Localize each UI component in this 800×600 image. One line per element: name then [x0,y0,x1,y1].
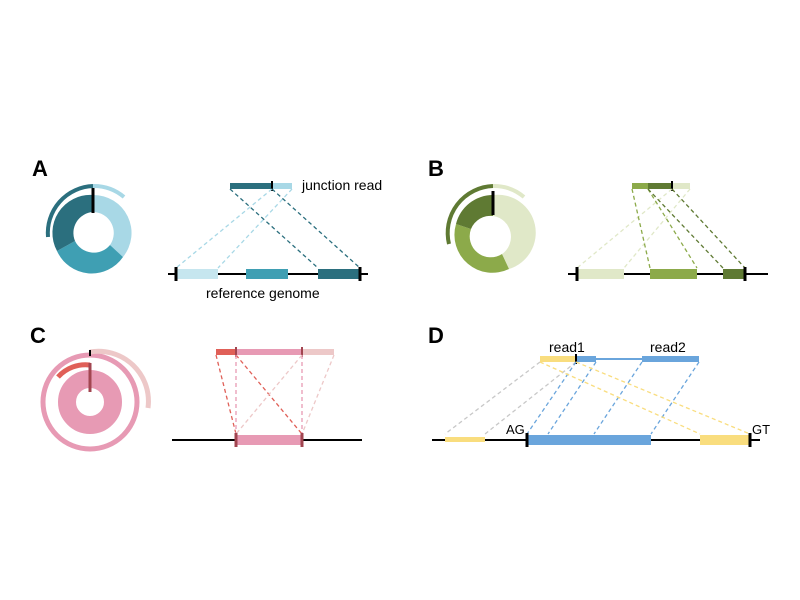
panel-b-outer-arc-light [492,183,526,199]
panel-d-letter: D [428,323,444,348]
panel-a-mapping-lines [175,188,361,269]
panel-b-read-seg-2 [648,183,672,189]
panel-c-mapping-lines [215,354,335,435]
panel-d-read1-blue [576,356,596,362]
panel-a-outer-arc-dark [45,184,94,238]
panel-b: B [428,156,768,281]
panel-a-junction-label: junction read [301,177,382,193]
panel-b-donut-seg-mid [454,224,509,273]
panel-b-exon-2 [650,269,697,279]
panel-d-mapping-lines [444,361,751,435]
panel-c-circrna [40,348,151,452]
panel-a-donut-seg-light [93,194,132,257]
panel-b-donut-seg-dark [456,194,493,229]
panel-d: D read1 read2 AG GT [428,323,770,447]
panel-a-donut-seg-mid [57,241,123,274]
panel-c-exon [236,435,302,445]
panel-a-exon-3 [318,269,360,279]
panel-a-exon-2 [246,269,288,279]
panel-c-read-seg-3 [302,349,334,355]
panel-a-donut-seg-dark [52,194,93,251]
panel-c-read-seg-2 [236,349,302,355]
panel-d-acceptor-label: AG [506,422,525,437]
panel-c: C [30,323,362,452]
panel-b-exon-1 [577,269,624,279]
panel-d-read1-yellow [540,356,576,362]
panel-d-read1-label: read1 [549,339,585,355]
panel-d-donor-label: GT [752,422,770,437]
panel-c-read-seg-1 [216,349,236,355]
panel-b-letter: B [428,156,444,181]
panel-d-exon-upstream [445,437,485,442]
panel-a-letter: A [32,156,48,181]
panel-b-outer-arc-dark [445,184,494,245]
panel-a-circrna [45,183,132,274]
panel-d-read2-label: read2 [650,339,686,355]
panel-b-circrna [445,183,536,273]
panel-a-exon-1 [176,269,218,279]
panel-c-inner-arc-red [56,362,91,379]
panel-a-read-left [230,183,272,189]
panel-a: A junction read reference genome [32,156,382,301]
panel-d-read2 [642,356,699,362]
panel-a-read-right [272,183,292,189]
panel-b-mapping-lines [576,188,746,269]
panel-c-outer-arc-light [89,348,151,409]
panel-c-letter: C [30,323,46,348]
panel-b-read-seg-1 [632,183,648,189]
panel-b-read-seg-3 [672,183,690,189]
panel-a-reference-label: reference genome [206,285,320,301]
panel-b-donut-seg-light [493,194,536,269]
panel-b-exon-3 [723,269,745,279]
panel-d-exon-downstream [700,435,750,445]
panel-a-outer-arc-light [92,183,126,199]
panel-d-exon-main [527,435,651,445]
